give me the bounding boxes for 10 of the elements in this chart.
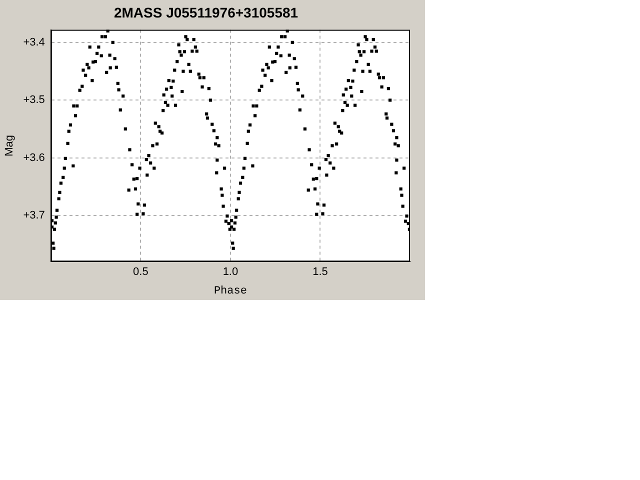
chart-title: 2MASS J05511976+3105581 — [114, 4, 298, 20]
x-tick-label: 0.5 — [133, 266, 148, 278]
x-axis-title: Phase — [214, 285, 247, 298]
y-tick-label: +3.4 — [23, 36, 45, 49]
y-tick-label: +3.6 — [23, 152, 45, 164]
y-tick-label: +3.5 — [23, 94, 45, 106]
x-tick-label: 1.5 — [312, 266, 328, 278]
y-tick-label: +3.7 — [23, 210, 45, 222]
y-axis-title: Mag — [4, 134, 16, 156]
x-tick-label: 1.0 — [222, 266, 238, 278]
